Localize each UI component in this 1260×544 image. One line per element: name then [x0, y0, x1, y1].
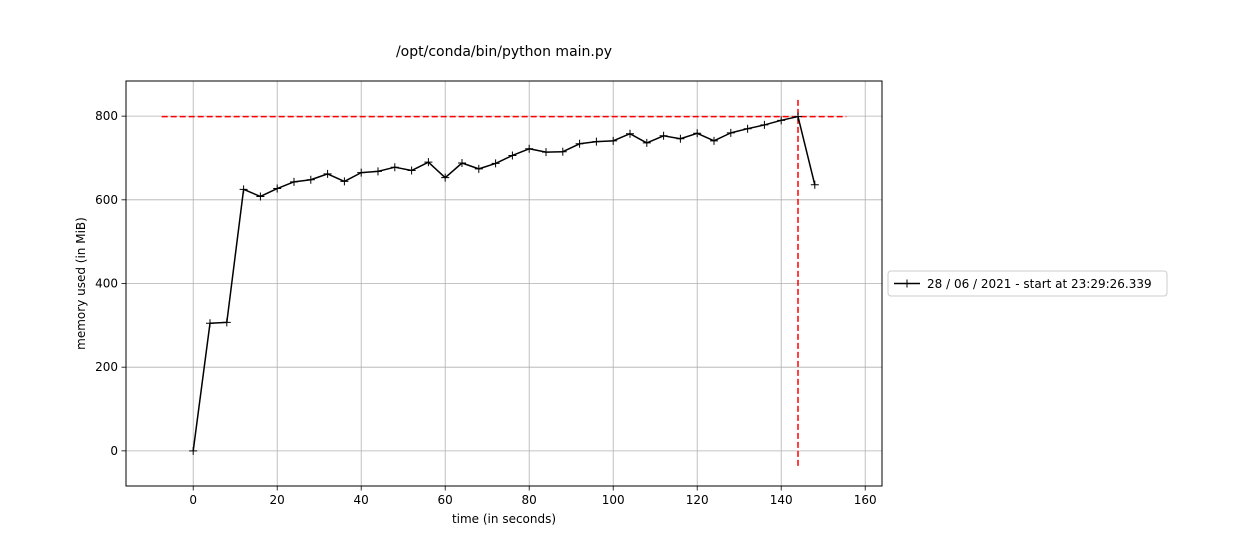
- x-tick-label: 120: [686, 493, 709, 507]
- data-point-marker: [609, 136, 618, 145]
- data-point-marker: [710, 136, 718, 145]
- data-point-marker: [189, 446, 198, 455]
- data-point-marker: [424, 158, 433, 167]
- data-point-marker: [525, 144, 534, 153]
- data-point-marker: [659, 131, 668, 140]
- data-point-marker: [558, 147, 567, 156]
- data-point-marker: [726, 128, 735, 137]
- x-tick-label: 140: [770, 493, 793, 507]
- x-tick-label: 40: [354, 493, 369, 507]
- x-tick-label: 60: [438, 493, 453, 507]
- data-point-marker: [794, 112, 802, 121]
- data-point-marker: [306, 175, 315, 184]
- data-point-marker: [407, 166, 416, 175]
- data-point-marker: [810, 180, 819, 189]
- x-tick-label: 0: [189, 493, 197, 507]
- axis-ticks: 0 20 40 60 80 100 120 140 160 0 200 400 600 800: [95, 109, 877, 507]
- data-point-marker: [642, 138, 651, 147]
- data-point-marker: [256, 192, 265, 201]
- legend-box: [887, 270, 1168, 297]
- legend-marker-swatch: [903, 279, 911, 288]
- y-tick-label: 800: [95, 109, 118, 123]
- grid-lines: [126, 81, 882, 486]
- legend-label: 28 / 06 / 2021 - start at 23:29:26.339: [927, 277, 1152, 291]
- data-point-marker: [340, 177, 349, 186]
- x-axis-label: time (in seconds): [452, 512, 556, 526]
- chart-title: /opt/conda/bin/python main.py: [396, 44, 612, 60]
- y-tick-label: 400: [95, 277, 118, 291]
- data-point-marker: [676, 134, 685, 143]
- y-tick-label: 0: [110, 444, 118, 458]
- data-point-marker: [575, 139, 584, 148]
- x-tick-label: 80: [522, 493, 537, 507]
- x-tick-label: 160: [854, 493, 877, 507]
- data-point-marker: [357, 168, 366, 177]
- data-point-marker: [239, 185, 248, 194]
- data-point-marker: [273, 184, 282, 193]
- data-point-marker: [390, 163, 399, 172]
- data-point-marker: [474, 164, 483, 173]
- data-point-marker: [777, 116, 786, 125]
- data-point-marker: [458, 159, 466, 168]
- data-point-marker: [626, 129, 634, 138]
- data-point-marker: [374, 167, 382, 176]
- data-point-marker: [508, 151, 517, 160]
- data-point-marker: [693, 129, 702, 138]
- annotation-lines: [161, 99, 847, 468]
- x-tick-label: 100: [602, 493, 625, 507]
- legend: 28 / 06 / 2021 - start at 23:29:26.339: [887, 270, 1168, 297]
- data-point-marker: [206, 319, 214, 328]
- x-tick-label: 20: [270, 493, 285, 507]
- data-point-marker: [323, 169, 332, 178]
- data-point-marker: [290, 177, 298, 186]
- y-axis-label: memory used (in MiB): [74, 217, 88, 350]
- y-tick-label: 200: [95, 360, 118, 374]
- data-point-marker: [542, 148, 550, 157]
- data-point-marker: [760, 120, 769, 129]
- data-point-marker: [222, 318, 231, 327]
- series-layer: [189, 112, 819, 455]
- y-tick-label: 600: [95, 193, 118, 207]
- data-point-marker: [441, 173, 450, 182]
- data-point-marker: [743, 124, 752, 133]
- data-point-marker: [592, 137, 601, 146]
- data-point-marker: [491, 159, 500, 168]
